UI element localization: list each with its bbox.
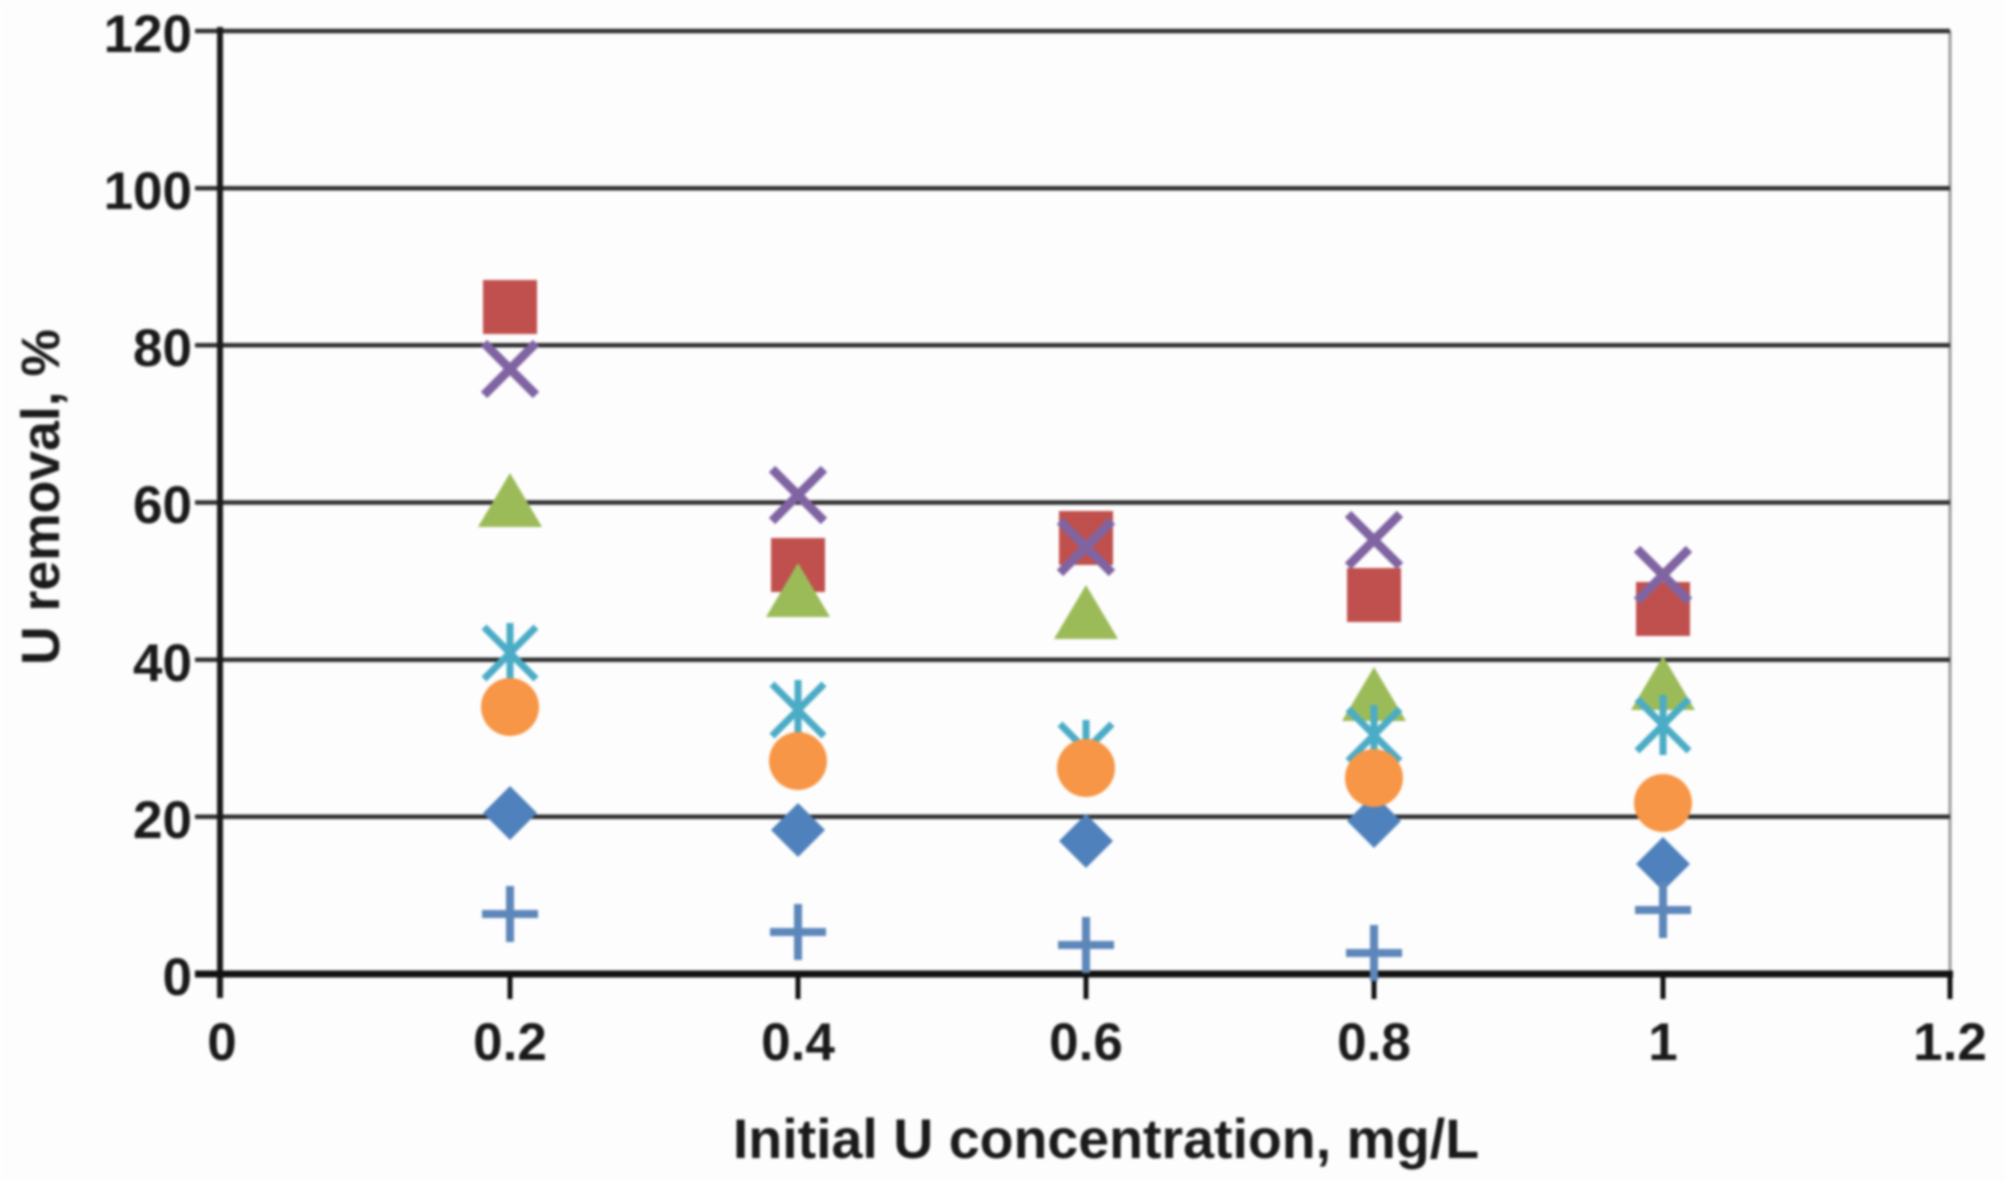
svg-text:0.2: 0.2	[473, 1013, 547, 1072]
svg-text:0.8: 0.8	[1337, 1013, 1411, 1072]
svg-text:0: 0	[163, 948, 192, 1007]
svg-text:1.2: 1.2	[1913, 1013, 1987, 1072]
svg-text:100: 100	[104, 162, 192, 221]
svg-text:60: 60	[133, 476, 192, 535]
svg-text:120: 120	[104, 5, 192, 64]
svg-text:20: 20	[133, 791, 192, 850]
svg-text:0: 0	[207, 1013, 236, 1072]
svg-text:80: 80	[133, 319, 192, 378]
svg-text:Initial U concentration, mg/L: Initial U concentration, mg/L	[733, 1108, 1479, 1170]
svg-text:40: 40	[133, 634, 192, 693]
svg-text:U removal, %: U removal, %	[12, 329, 71, 665]
svg-text:0.4: 0.4	[761, 1013, 835, 1072]
svg-text:1: 1	[1648, 1013, 1677, 1072]
svg-text:0.6: 0.6	[1049, 1013, 1123, 1072]
